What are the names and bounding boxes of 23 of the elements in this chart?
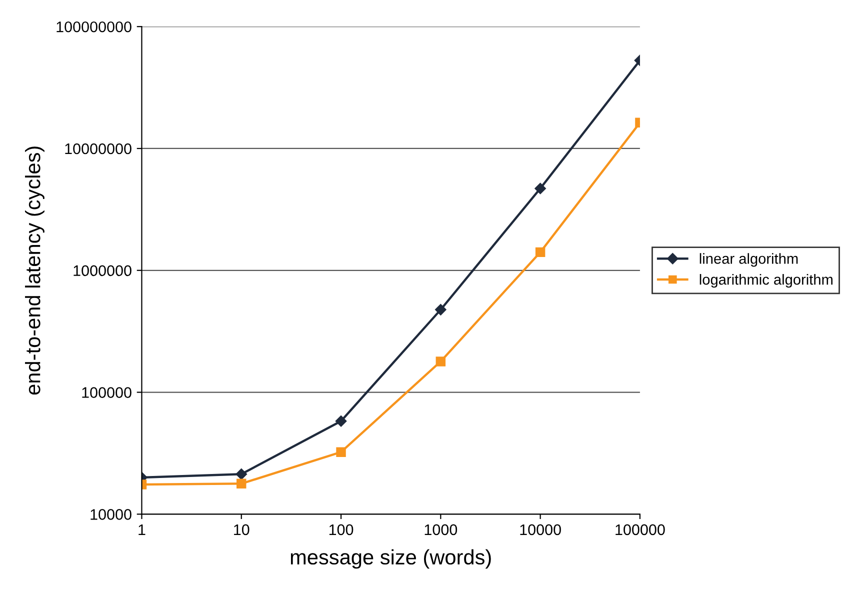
- point: [435, 304, 446, 316]
- x-tick-label: 1: [138, 524, 146, 535]
- y-axis-title: end-to-end latency (cycles): [25, 146, 44, 395]
- point: [236, 468, 247, 480]
- point: [534, 182, 546, 194]
- point: [336, 447, 346, 457]
- point: [436, 356, 446, 366]
- x-tick-label: 100000: [616, 524, 665, 536]
- x-axis-title: message size (words): [290, 549, 491, 569]
- point: [335, 416, 347, 427]
- x-tick-label: 100: [329, 524, 354, 536]
- legend-label: logarithmic algorithm: [700, 274, 832, 288]
- y-tick-label: 1000000: [74, 265, 132, 276]
- x-tick-label: 1000: [424, 524, 458, 536]
- y-tick-label: 100000000: [56, 21, 132, 32]
- x-tick-label: 10: [234, 524, 250, 536]
- y-tick-label: 100000: [82, 387, 132, 398]
- x-tick-label: 10000: [520, 524, 561, 536]
- point: [236, 478, 246, 489]
- y-tick-label: 10000: [90, 509, 132, 520]
- y-tick-label: 10000000: [65, 143, 132, 154]
- point: [535, 247, 546, 258]
- legend-label: linear algorithm: [700, 253, 798, 267]
